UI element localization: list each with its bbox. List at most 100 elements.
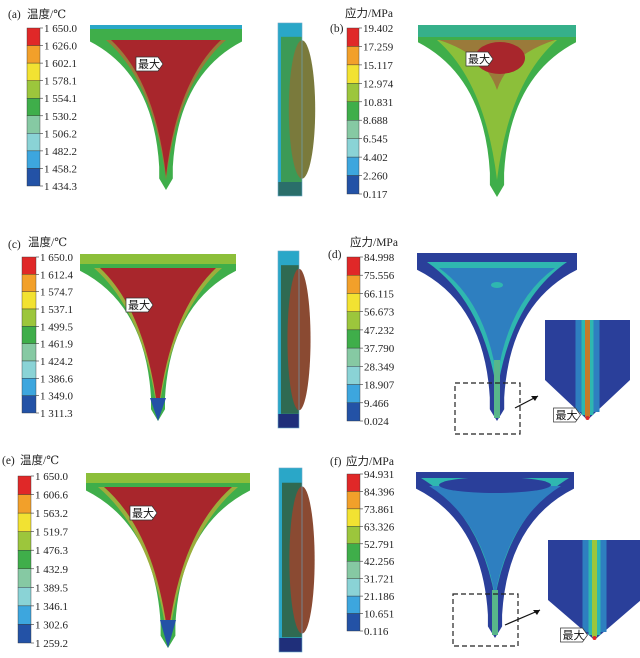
colorbar-tick-label: 10.831 — [363, 97, 393, 109]
colorbar-tick-label: 84.998 — [364, 252, 395, 264]
max-label: 最大 — [128, 298, 150, 312]
contour-band — [418, 25, 576, 37]
colorbar-band — [21, 343, 37, 362]
colorbar-tick-label: 1 626.0 — [44, 41, 78, 53]
side-section-c-border — [277, 250, 300, 429]
colorbar-tick-label: 2.260 — [363, 171, 388, 183]
contour-max-region — [104, 487, 232, 637]
colorbar-band — [17, 624, 32, 644]
colorbar-band — [26, 98, 41, 116]
colorbar-band — [21, 360, 37, 379]
colorbar-tick-label: 1 554.1 — [44, 93, 77, 105]
colorbar-tick-label: 1 458.2 — [44, 163, 77, 175]
colorbar-band — [346, 275, 361, 294]
contour-band — [80, 254, 236, 264]
colorbar-band — [21, 256, 37, 275]
colorbar-tick-label: 0.116 — [364, 626, 389, 638]
colorbar-band — [346, 402, 361, 422]
colorbar-tick-label: 1 519.7 — [35, 527, 69, 539]
contour-band — [150, 398, 166, 421]
max-label: 最大 — [556, 408, 578, 422]
colorbar-band — [346, 613, 361, 632]
max-marker — [125, 297, 154, 313]
colorbar-tick-label: 1 506.2 — [44, 128, 77, 140]
legend-title-a: 温度/℃ — [27, 7, 66, 21]
colorbar-band — [26, 27, 41, 46]
colorbar-tick-label: 1 650.0 — [40, 252, 74, 264]
legend-title-d: 应力/MPa — [350, 235, 398, 249]
max-marker — [129, 505, 158, 521]
colorbar-band — [21, 308, 37, 327]
colorbar-tick-label: 9.466 — [364, 398, 389, 410]
colorbar-tick-label: 1 476.3 — [35, 545, 69, 557]
colorbar-band — [346, 138, 360, 158]
max-marker — [560, 627, 588, 643]
max-marker — [553, 407, 581, 423]
colorbar-band — [26, 62, 41, 81]
legend-title-c: 温度/℃ — [28, 235, 67, 249]
panel-label-b: (b) — [330, 23, 344, 35]
colorbar-tick-label: 4.402 — [363, 152, 388, 164]
colorbar-tick-label: 31.721 — [364, 574, 394, 586]
legend-title-f: 应力/MPa — [346, 454, 394, 468]
zoom-region-box — [454, 382, 521, 435]
colorbar-band — [346, 175, 360, 195]
colorbar-band — [26, 80, 41, 99]
colorbar-band — [26, 150, 41, 169]
contour-band — [86, 473, 250, 483]
colorbar-tick-label: 1 602.1 — [44, 58, 77, 70]
colorbar-tick-label: 1 389.5 — [35, 582, 69, 594]
zoom-region-box — [452, 593, 519, 647]
colorbar-band — [17, 587, 32, 607]
colorbar-band — [21, 395, 37, 414]
colorbar-band — [346, 101, 360, 121]
inset-core — [592, 540, 597, 637]
colorbar-tick-label: 1 563.2 — [35, 508, 68, 520]
colorbar-tick-label: 73.861 — [364, 504, 394, 516]
colorbar-band — [346, 473, 361, 492]
colorbar-tick-label: 1 537.1 — [40, 304, 73, 316]
contour-band — [439, 477, 551, 493]
contour-band — [437, 40, 557, 180]
colorbar-band — [17, 550, 32, 569]
colorbar-tick-label: 0.024 — [364, 416, 389, 428]
max-point — [592, 636, 597, 640]
legend-title-b: 应力/MPa — [345, 6, 393, 20]
colorbar-band — [346, 526, 361, 544]
max-label: 最大 — [468, 52, 490, 66]
colorbar-tick-label: 15.117 — [363, 60, 393, 72]
colorbar-tick-label: 84.396 — [364, 486, 395, 498]
side-section-a-border — [277, 22, 303, 197]
contour-band — [494, 360, 500, 418]
colorbar-tick-label: 1 650.0 — [35, 471, 69, 483]
colorbar-band — [21, 378, 37, 396]
colorbar-tick-label: 19.402 — [363, 23, 393, 35]
colorbar-tick-label: 1 346.1 — [35, 601, 68, 613]
colorbar-tick-label: 1 606.6 — [35, 490, 69, 502]
panel-label-e: (e) — [2, 455, 15, 467]
arrow-head — [531, 396, 538, 401]
colorbar-band — [21, 326, 37, 344]
max-label: 最大 — [138, 57, 160, 71]
colorbar-tick-label: 17.259 — [363, 41, 394, 53]
colorbar-band — [346, 561, 361, 579]
colorbar-tick-label: 1 499.5 — [40, 321, 74, 333]
colorbar-band — [346, 293, 361, 312]
colorbar-tick-label: 1 424.2 — [40, 356, 73, 368]
colorbar-tick-label: 42.256 — [364, 556, 395, 568]
colorbar-tick-label: 18.907 — [364, 380, 395, 392]
colorbar-band — [17, 494, 32, 514]
contour-band — [90, 25, 242, 29]
colorbar-tick-label: 1 574.7 — [40, 287, 74, 299]
colorbar-band — [346, 508, 361, 527]
contour-max-region — [111, 40, 221, 176]
colorbar-band — [346, 491, 361, 510]
side-section-a-band — [278, 182, 302, 196]
colorbar-tick-label: 21.186 — [364, 591, 395, 603]
colorbar-band — [26, 115, 41, 134]
colorbar-tick-label: 1 578.1 — [44, 76, 77, 88]
colorbar-tick-label: 28.349 — [364, 361, 395, 373]
colorbar-band — [346, 543, 361, 562]
